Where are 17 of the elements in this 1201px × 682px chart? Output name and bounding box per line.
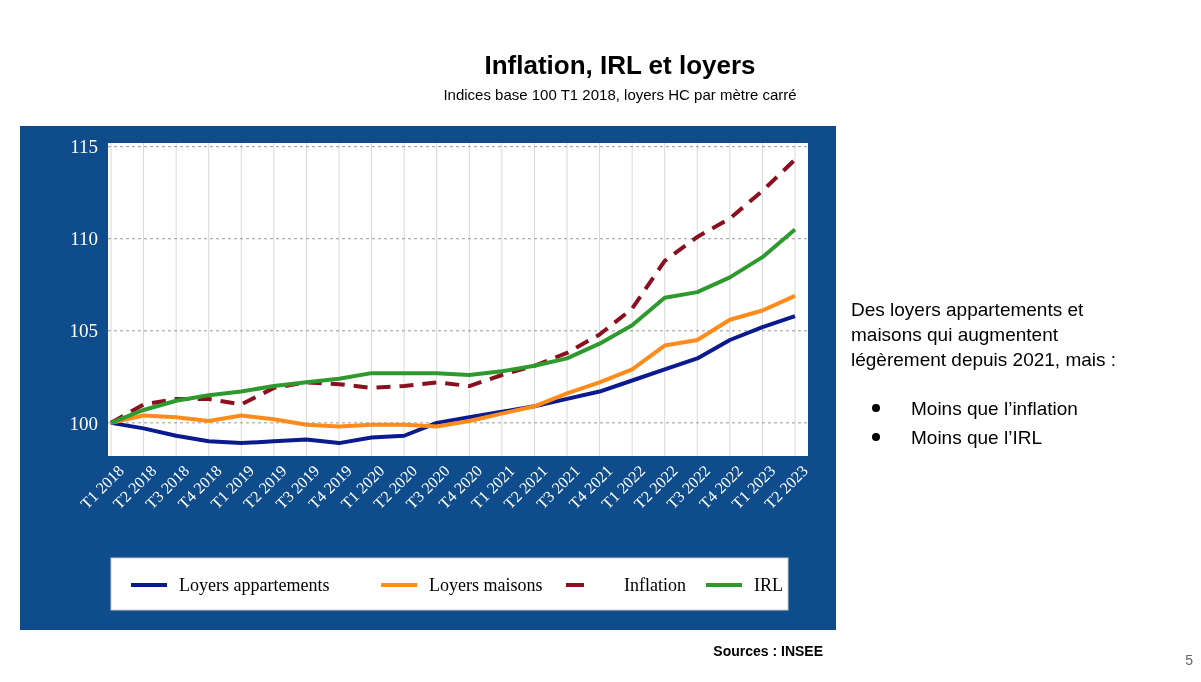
text: Moins que l’IRL (911, 426, 1042, 448)
legend-label: Loyers appartements (179, 575, 330, 596)
y-tick-label: 110 (70, 228, 98, 250)
source-note: Sources : INSEE (713, 643, 823, 659)
y-tick-label: 105 (69, 320, 98, 342)
y-tick-label: 100 (69, 412, 98, 434)
text: 5 (1185, 652, 1194, 668)
line-series (109, 227, 797, 425)
line-series (109, 293, 797, 429)
chart-subtitle: Indices base 100 T1 2018, loyers HC par mètre carré (443, 86, 797, 103)
legend-label: Inflation (624, 575, 686, 596)
text: Des loyers appartements et maisons qui augmentent légèrement depuis 2021, mais : (851, 299, 1117, 370)
chart-title: Inflation, IRL et loyers (484, 50, 756, 80)
y-tick-label: 115 (70, 136, 98, 158)
legend-label: IRL (754, 575, 783, 596)
legend-label: Loyers maisons (429, 575, 543, 596)
text: Moins que l’inflation (911, 397, 1078, 419)
